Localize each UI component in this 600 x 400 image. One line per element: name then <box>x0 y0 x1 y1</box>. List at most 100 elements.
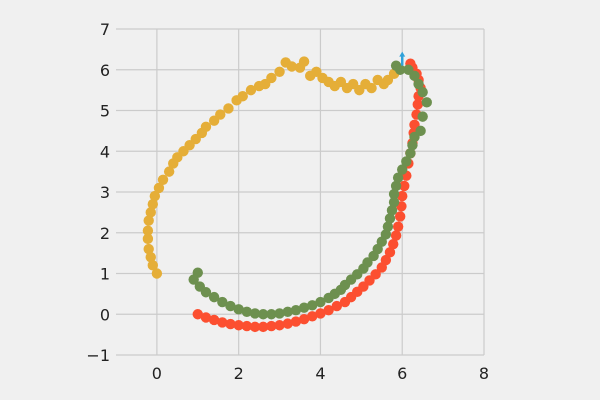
data-point <box>384 247 396 258</box>
data-point <box>200 312 212 323</box>
data-point <box>143 215 154 226</box>
data-point <box>249 308 261 319</box>
data-point <box>290 316 302 327</box>
data-point <box>412 99 423 110</box>
y-tick-label: 7 <box>100 20 110 39</box>
data-point <box>388 188 400 200</box>
data-point <box>421 97 432 108</box>
data-point <box>151 268 163 279</box>
data-point <box>215 109 226 120</box>
x-tick-label: 6 <box>397 364 407 383</box>
data-point <box>147 260 158 271</box>
data-point <box>225 300 236 312</box>
data-point <box>274 66 285 77</box>
data-point <box>307 300 318 311</box>
data-point <box>405 148 416 159</box>
data-point <box>384 213 396 224</box>
series-3 <box>399 51 406 66</box>
data-point <box>290 304 302 316</box>
data-point <box>392 221 404 232</box>
data-point <box>307 311 318 322</box>
x-tick-label: 4 <box>315 364 325 383</box>
data-point <box>145 252 156 263</box>
data-point <box>258 321 269 333</box>
data-point <box>394 211 406 222</box>
data-point <box>392 172 404 183</box>
data-point <box>245 84 257 96</box>
data-point <box>274 308 285 319</box>
data-point <box>200 121 212 132</box>
data-point <box>417 86 428 98</box>
data-point <box>298 56 310 67</box>
data-point <box>147 199 158 210</box>
data-point <box>417 111 428 122</box>
data-point <box>249 321 261 333</box>
data-point <box>142 225 154 236</box>
data-point <box>266 320 277 332</box>
data-point <box>282 318 293 329</box>
data-point <box>315 308 326 319</box>
data-point <box>397 190 408 202</box>
y-tick-label: 0 <box>100 305 110 324</box>
data-point <box>390 60 402 71</box>
data-point <box>142 233 154 245</box>
data-point <box>188 274 199 285</box>
data-point <box>370 269 381 280</box>
y-tick-label: −1 <box>86 346 110 365</box>
data-point <box>323 304 334 316</box>
data-point <box>233 320 244 331</box>
data-point <box>266 309 277 320</box>
data-point <box>237 91 248 102</box>
data-point <box>282 306 293 318</box>
data-point <box>390 230 402 241</box>
y-tick-label: 5 <box>100 102 110 121</box>
data-point <box>145 207 156 218</box>
data-point <box>223 103 234 114</box>
data-point <box>386 205 398 216</box>
grid-lines <box>116 28 485 356</box>
data-point <box>366 82 377 94</box>
data-point <box>407 139 418 151</box>
data-point <box>192 309 203 320</box>
data-point <box>163 166 175 177</box>
data-point <box>217 317 228 328</box>
data-point <box>143 243 154 255</box>
series-layer <box>142 51 432 333</box>
data-point <box>241 320 253 332</box>
x-tick-label: 2 <box>234 364 244 383</box>
data-point <box>315 296 326 308</box>
data-point <box>225 318 236 330</box>
data-point-head <box>399 51 406 57</box>
data-point <box>403 64 414 75</box>
y-tick-label: 4 <box>100 142 110 161</box>
x-tick-label: 0 <box>152 364 162 383</box>
data-point <box>208 291 220 303</box>
x-axis-ticks: 0 2 4 6 8 <box>152 364 489 383</box>
data-point <box>390 180 402 192</box>
data-point <box>388 196 400 208</box>
data-point <box>399 180 410 192</box>
series-2 <box>188 60 432 320</box>
y-tick-label: 1 <box>100 265 110 284</box>
y-tick-label: 2 <box>100 224 110 243</box>
data-point <box>397 164 408 175</box>
data-point <box>413 78 424 90</box>
data-point <box>217 296 228 308</box>
y-tick-label: 6 <box>100 61 110 80</box>
data-point <box>298 313 310 325</box>
data-point <box>233 304 244 315</box>
data-point <box>331 300 342 312</box>
data-point <box>266 72 277 84</box>
y-axis-ticks: −1 0 1 2 3 4 5 6 7 <box>86 20 110 365</box>
data-point <box>153 182 165 194</box>
y-tick-label: 3 <box>100 183 110 202</box>
data-point <box>241 306 253 318</box>
data-point <box>149 190 161 202</box>
data-point <box>274 320 285 331</box>
data-point <box>380 254 392 266</box>
data-point <box>258 309 269 320</box>
data-point <box>200 287 212 298</box>
data-point <box>208 314 220 326</box>
data-point <box>401 156 412 167</box>
data-point <box>298 302 310 313</box>
